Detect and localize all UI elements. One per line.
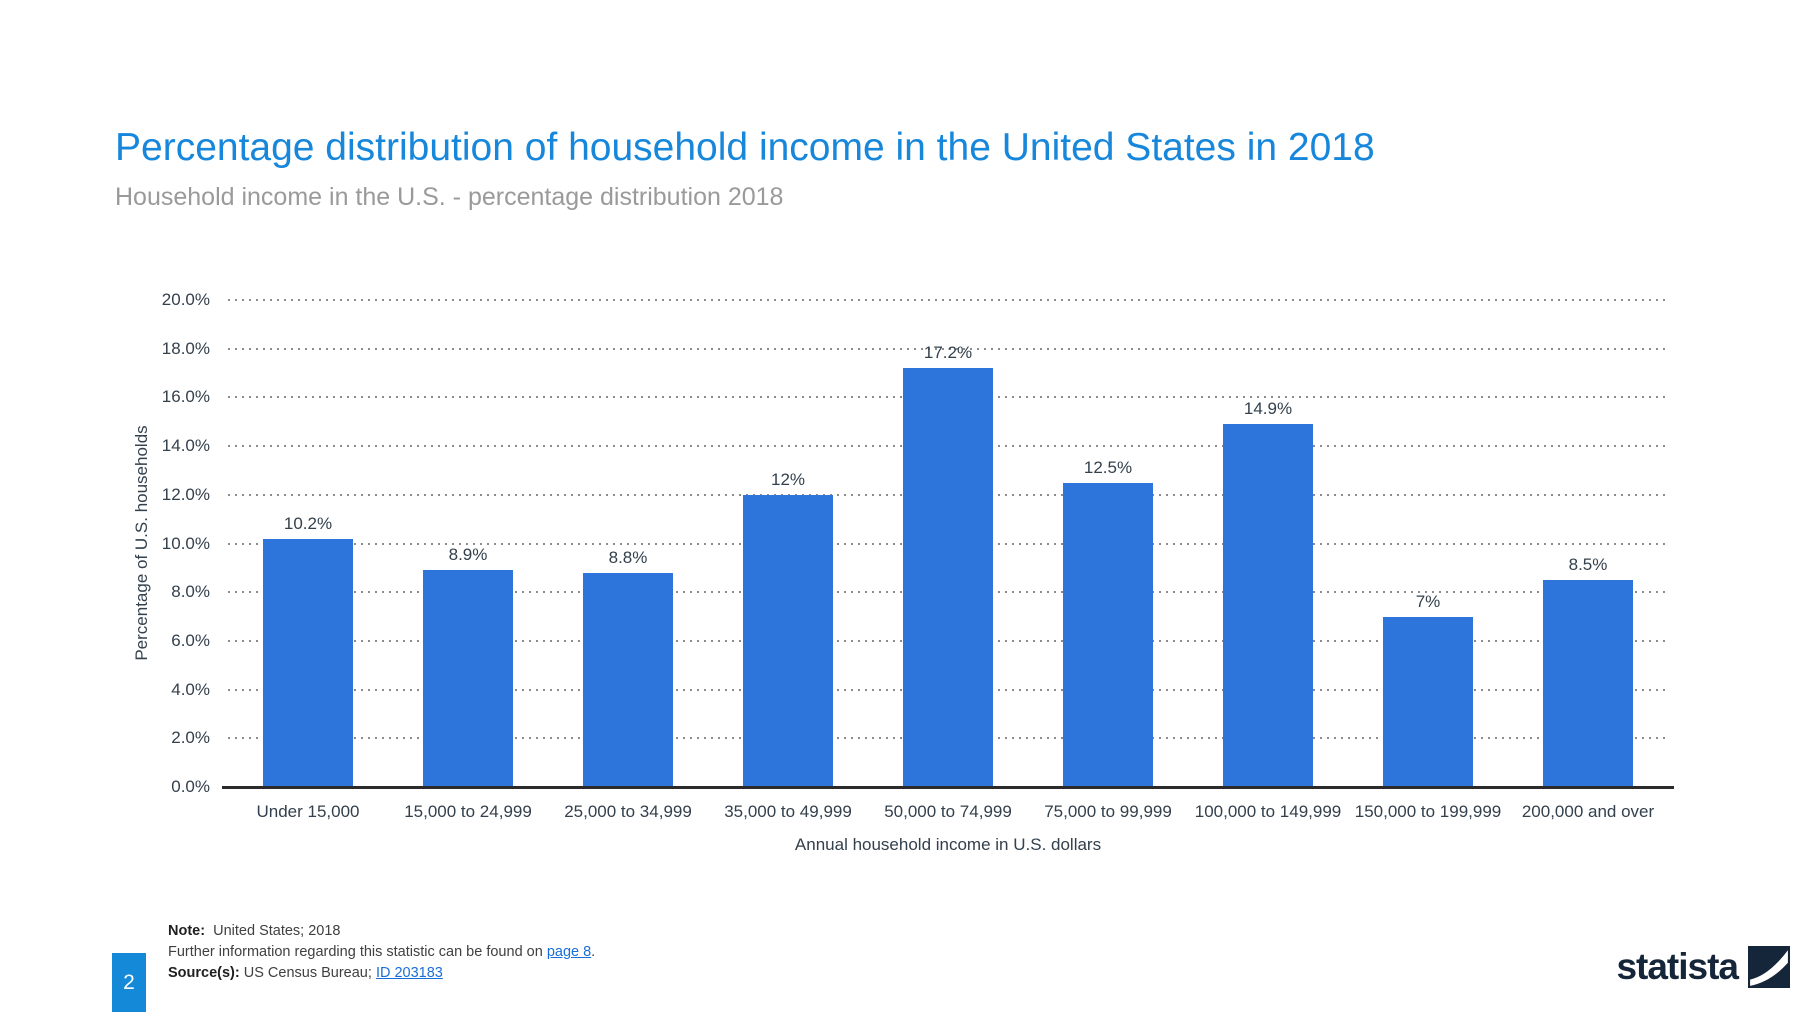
note-text: United States; 2018 <box>213 923 341 939</box>
page-8-link[interactable]: page 8 <box>546 944 592 960</box>
y-tick-label: 16.0% <box>161 387 210 407</box>
statista-brand: statista <box>1616 946 1790 988</box>
statista-logo-icon <box>1748 946 1790 988</box>
y-tick-label: 10.0% <box>161 533 210 553</box>
bar-value-label: 7% <box>1415 591 1441 611</box>
x-tick-label: 15,000 to 24,999 <box>404 802 532 821</box>
bar-column: 10.2% <box>228 300 388 787</box>
y-tick-label: 14.0% <box>161 436 210 456</box>
y-tick-label: 12.0% <box>161 484 210 504</box>
y-tick-label: 20.0% <box>161 290 210 309</box>
bar <box>423 570 513 787</box>
x-tick-label: 50,000 to 74,999 <box>884 802 1012 821</box>
bar-value-label: 12.5% <box>1083 457 1133 477</box>
footer-notes: Note: United States; 2018 Further inform… <box>168 921 595 984</box>
bar-column: 14.9% <box>1188 300 1348 787</box>
bar-value-label: 17.2% <box>923 343 973 363</box>
bar-value-label: 10.2% <box>283 513 333 533</box>
y-tick-label: 2.0% <box>171 728 210 748</box>
bar-chart: 10.2% 8.9% 8.8% 12% 17.2% 12.5% 14.9% 7% 8.5% 0.… <box>162 290 1674 855</box>
bar-value-label: 14.9% <box>1243 399 1293 419</box>
bar <box>903 368 993 787</box>
bar-column: 8.9% <box>388 300 548 787</box>
y-tick-label: 6.0% <box>171 630 210 650</box>
page-subtitle: Household income in the U.S. - percentag… <box>115 182 784 211</box>
source-line: Source(s): US Census Bureau; ID 203183 <box>168 963 595 984</box>
x-tick-label: 150,000 to 199,999 <box>1354 802 1502 821</box>
note-label: Note: <box>168 923 206 939</box>
bar <box>1223 424 1313 787</box>
info-line: Further information regarding this stati… <box>168 942 595 963</box>
bars-container: 10.2% 8.9% 8.8% 12% 17.2% 12.5% 14.9% 7% 8.5% <box>228 300 1668 787</box>
dotted-gridline <box>228 299 1668 301</box>
note-line: Note: United States; 2018 <box>168 921 595 942</box>
bar-value-label: 8.8% <box>608 547 648 567</box>
bar-column: 12% <box>708 300 868 787</box>
plot-area: 10.2% 8.9% 8.8% 12% 17.2% 12.5% 14.9% 7% 8.5% 0.… <box>162 290 1674 796</box>
bar-value-label: 8.5% <box>1568 555 1608 575</box>
bar-value-label: 12% <box>770 469 806 489</box>
bar-column: 7% <box>1348 300 1508 787</box>
page-number-badge: 2 <box>112 953 146 1012</box>
bar <box>1063 482 1153 787</box>
x-axis-line <box>222 786 1674 789</box>
y-tick-label: 18.0% <box>161 338 210 358</box>
dotted-gridline <box>228 347 1668 350</box>
y-tick-label: 8.0% <box>171 582 210 602</box>
bar-column: 17.2% <box>868 300 1028 787</box>
x-tick-label: 200,000 and over <box>1521 802 1655 821</box>
statista-wordmark: statista <box>1616 946 1739 987</box>
x-tick-label: 75,000 to 99,999 <box>1044 802 1172 821</box>
source-label: Source(s): <box>168 965 240 981</box>
bar <box>263 538 353 787</box>
y-tick-label: 4.0% <box>171 679 210 699</box>
bar-column: 8.5% <box>1508 300 1668 787</box>
y-tick-label: 0.0% <box>171 777 210 796</box>
bar-column: 8.8% <box>548 300 708 787</box>
bar <box>1543 580 1633 787</box>
statistic-id-link[interactable]: ID 203183 <box>375 965 443 981</box>
bar-value-label: 8.9% <box>448 545 488 565</box>
x-axis-ticks: Under 15,000 15,000 to 24,999 25,000 to 34… <box>228 802 1668 822</box>
x-tick-label: Under 15,000 <box>256 802 360 821</box>
x-tick-label: 25,000 to 34,999 <box>564 802 692 821</box>
x-tick-label: 100,000 to 149,999 <box>1194 802 1342 821</box>
bar <box>583 572 673 787</box>
x-tick-label: 35,000 to 49,999 <box>724 802 852 821</box>
bar-column: 12.5% <box>1028 300 1188 787</box>
bar <box>743 494 833 787</box>
info-suffix: . <box>591 944 596 960</box>
info-text: Further information regarding this stati… <box>168 944 547 960</box>
x-axis-title: Annual household income in U.S. dollars <box>794 835 1102 854</box>
source-text: US Census Bureau; <box>239 965 376 981</box>
page-title: Percentage distribution of household inc… <box>115 126 1375 170</box>
y-axis-title: Percentage of U.S. households <box>132 425 151 661</box>
bar <box>1383 616 1473 787</box>
